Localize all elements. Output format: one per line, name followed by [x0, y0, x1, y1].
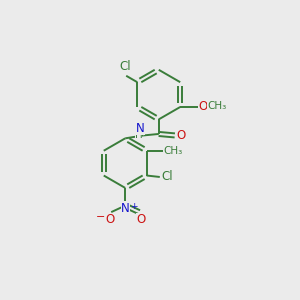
Text: O: O	[105, 213, 114, 226]
Text: −: −	[95, 212, 105, 221]
Text: CH₃: CH₃	[207, 101, 226, 111]
Text: CH₃: CH₃	[164, 146, 183, 156]
Text: O: O	[176, 129, 185, 142]
Text: O: O	[199, 100, 208, 113]
Text: Cl: Cl	[119, 60, 130, 74]
Text: +: +	[130, 202, 137, 211]
Text: Cl: Cl	[161, 170, 173, 184]
Text: O: O	[136, 213, 145, 226]
Text: N: N	[121, 202, 130, 214]
Text: H: H	[135, 130, 142, 140]
Text: N: N	[136, 122, 145, 135]
